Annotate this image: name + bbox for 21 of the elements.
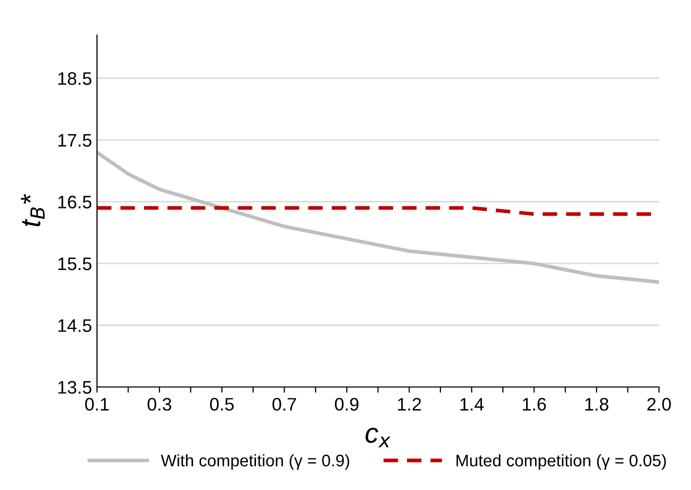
legend-label: With competition (γ = 0.9) [160, 454, 350, 470]
y-tick-label: 13.5 [58, 380, 92, 394]
x-axis-title: c$_{x}$ [366, 428, 390, 448]
y-tick-label: 16.5 [58, 196, 92, 208]
line-series [97, 150, 659, 284]
x-tick-label: 0.7 [272, 398, 296, 411]
x-tick-label: 0.9 [334, 398, 358, 411]
x-tick-label: 0.5 [210, 398, 234, 411]
legend-label: Muted competition (γ = 0.05) [456, 454, 666, 470]
x-tick-label: 1.2 [398, 398, 421, 410]
y-tick-label: 17.5 [58, 134, 92, 147]
y-tick-label: 14.5 [58, 319, 92, 332]
x-tick-label: 0.1 [85, 398, 109, 411]
x-tick-label: 1.8 [585, 398, 608, 411]
x-tick-label: 0.3 [148, 398, 172, 411]
y-tick-label: 18.5 [58, 72, 92, 85]
x-tick-label: 1.6 [522, 398, 546, 411]
y-tick-label: 15.5 [58, 258, 92, 270]
y-axis-title: t$_{B}$* [20, 194, 45, 226]
x-tick-label: 1.4 [460, 398, 484, 410]
x-tick-label: 2.0 [647, 398, 671, 411]
